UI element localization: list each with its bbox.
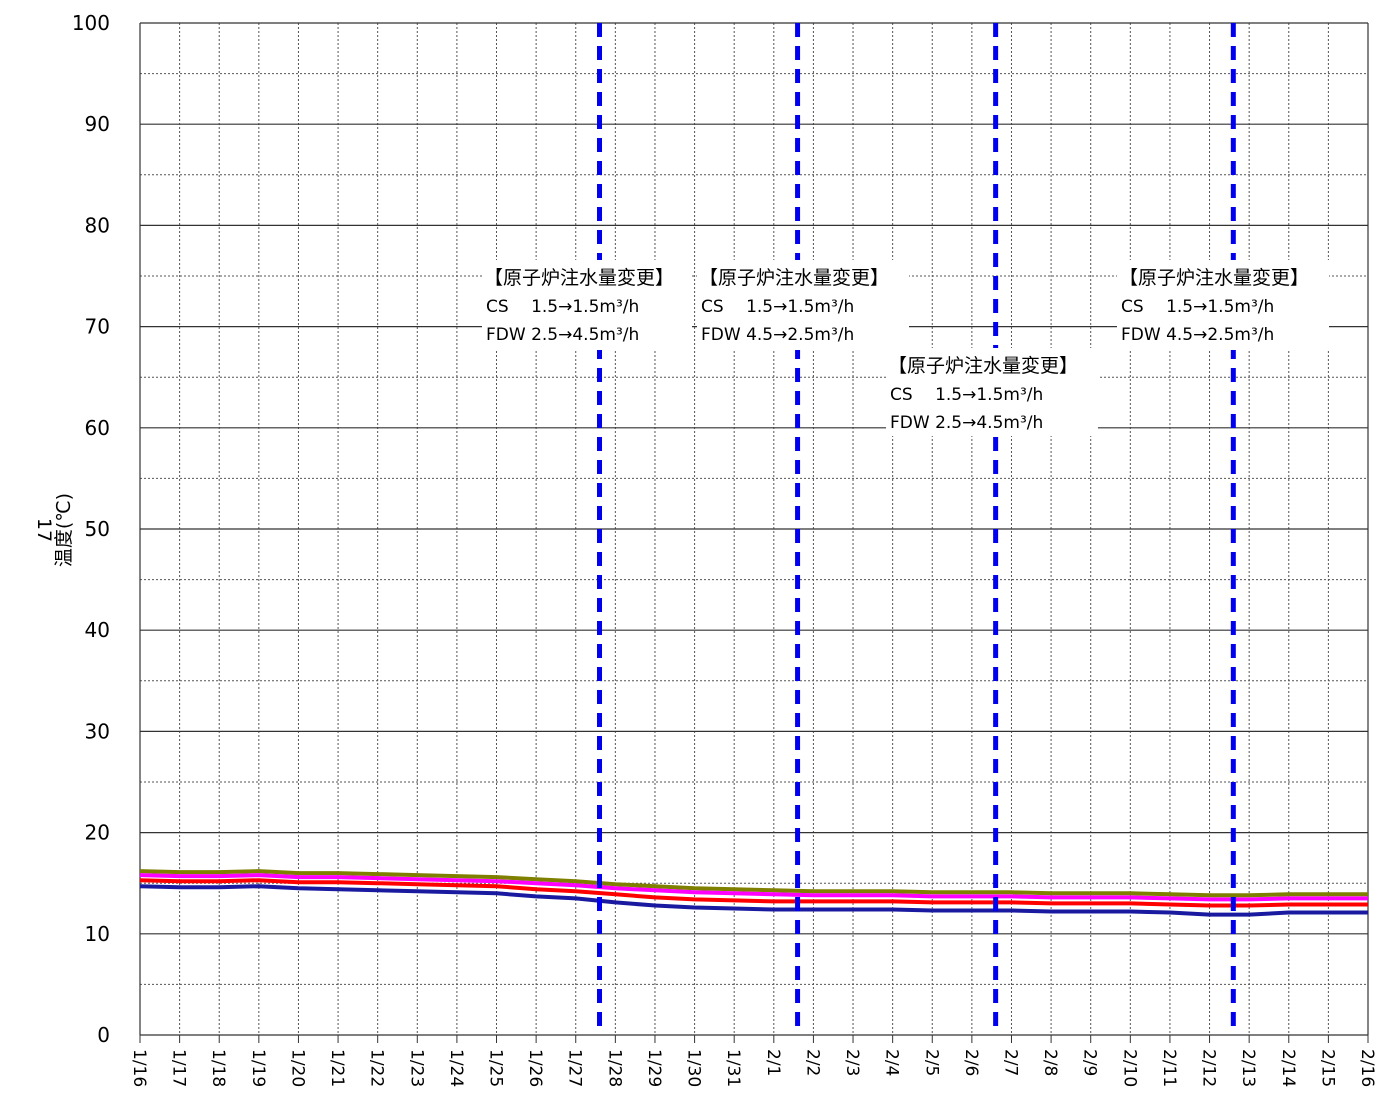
y-tick-label: 0	[97, 1023, 110, 1047]
y-axis-secondary-label: 17	[33, 518, 55, 542]
y-tick-label: 90	[85, 112, 110, 136]
x-tick-labels: 1/16 1/17 1/18 1/19 1/20 1/21 1/22 1/23 1/24 1/25…	[129, 1049, 1377, 1087]
annotation-background	[886, 348, 1098, 436]
y-tick-label: 30	[85, 719, 110, 743]
x-tick-label: 1/20	[287, 1049, 307, 1087]
series-line-1	[139, 869, 1368, 898]
x-tick-label: 2/14	[1278, 1049, 1298, 1087]
x-tick-label: 2/10	[1119, 1049, 1139, 1087]
y-tick-label: 80	[85, 213, 110, 237]
x-tick-label: 2/2	[802, 1049, 822, 1076]
annotation-cs: CS 1.5→1.5m³/h	[890, 385, 1043, 405]
annotation-background	[1117, 260, 1329, 350]
x-tick-label: 2/11	[1159, 1049, 1179, 1087]
y-axis-label: 温度(℃)	[53, 493, 75, 567]
annotation-cs: CS 1.5→1.5m³/h	[486, 297, 639, 317]
annotation-cs: CS 1.5→1.5m³/h	[1121, 297, 1274, 317]
annotation-box: 【原子炉注水量変更】 CS 1.5→1.5m³/h FDW 4.5→2.5m³/h	[1117, 260, 1329, 350]
annotation-fdw: FDW 4.5→2.5m³/h	[701, 325, 854, 345]
x-tick-label: 1/25	[486, 1049, 506, 1087]
x-tick-label: 2/8	[1040, 1049, 1060, 1076]
x-tick-label: 2/13	[1238, 1049, 1258, 1087]
x-tick-label: 1/29	[644, 1049, 664, 1087]
series-line-2	[139, 873, 1368, 902]
y-axis-title: 温度(℃)	[53, 493, 75, 567]
annotation-fdw: FDW 2.5→4.5m³/h	[890, 413, 1043, 433]
x-tick-label: 1/28	[604, 1049, 624, 1087]
x-tick-label: 1/26	[525, 1049, 545, 1087]
series-line-4	[139, 884, 1368, 917]
x-tick-label: 2/12	[1199, 1049, 1219, 1087]
y-tick-label: 20	[85, 821, 110, 845]
x-tick-label: 2/6	[961, 1049, 981, 1076]
y-tick-label: 10	[85, 922, 110, 946]
x-tick-label: 2/16	[1357, 1049, 1377, 1087]
annotation-title: 【原子炉注水量変更】	[1119, 267, 1309, 289]
x-tick-label: 1/18	[208, 1049, 228, 1087]
annotation-title: 【原子炉注水量変更】	[699, 267, 889, 289]
annotation-fdw: FDW 4.5→2.5m³/h	[1121, 325, 1274, 345]
x-tick-label: 1/16	[129, 1049, 149, 1087]
x-tick-label: 2/15	[1317, 1049, 1337, 1087]
series-lines	[139, 869, 1368, 917]
annotation-title: 【原子炉注水量変更】	[484, 267, 674, 289]
event-lines	[597, 23, 1236, 1035]
y-tick-label: 50	[85, 517, 110, 541]
x-tick-label: 1/30	[684, 1049, 704, 1087]
x-tick-label: 1/23	[406, 1049, 426, 1087]
x-tick-label: 2/9	[1080, 1049, 1100, 1076]
y-tick-label: 40	[85, 618, 110, 642]
x-tick-label: 1/19	[248, 1049, 268, 1087]
series-line-3	[139, 878, 1368, 908]
x-tick-label: 1/21	[327, 1049, 347, 1087]
y-axis-secondary-title: 17	[33, 518, 55, 542]
x-tick-label: 2/3	[842, 1049, 862, 1076]
annotation-title: 【原子炉注水量変更】	[888, 355, 1078, 377]
y-tick-label: 70	[85, 315, 110, 339]
x-tick-label: 2/7	[1000, 1049, 1020, 1076]
annotation-background	[697, 260, 909, 350]
annotation-box: 【原子炉注水量変更】 CS 1.5→1.5m³/h FDW 2.5→4.5m³/h	[886, 348, 1098, 436]
x-tick-label: 2/4	[882, 1049, 902, 1076]
annotation-box: 【原子炉注水量変更】 CS 1.5→1.5m³/h FDW 4.5→2.5m³/h	[697, 260, 909, 350]
y-tick-labels: 0 10 20 30 40 50 60 70 80 90 100	[72, 11, 110, 1047]
annotation-box: 【原子炉注水量変更】 CS 1.5→1.5m³/h FDW 2.5→4.5m³/h	[482, 260, 692, 350]
y-tick-label: 100	[72, 11, 110, 35]
annotation-background	[482, 260, 692, 350]
grid	[139, 22, 1369, 1043]
x-tick-label: 1/24	[446, 1049, 466, 1087]
x-tick-label: 2/1	[763, 1049, 783, 1076]
y-tick-label: 60	[85, 416, 110, 440]
annotation-fdw: FDW 2.5→4.5m³/h	[486, 325, 639, 345]
x-tick-label: 2/5	[921, 1049, 941, 1076]
x-tick-label: 1/22	[367, 1049, 387, 1087]
annotation-cs: CS 1.5→1.5m³/h	[701, 297, 854, 317]
x-tick-label: 1/31	[723, 1049, 743, 1087]
x-tick-label: 1/17	[169, 1049, 189, 1087]
x-tick-label: 1/27	[565, 1049, 585, 1087]
